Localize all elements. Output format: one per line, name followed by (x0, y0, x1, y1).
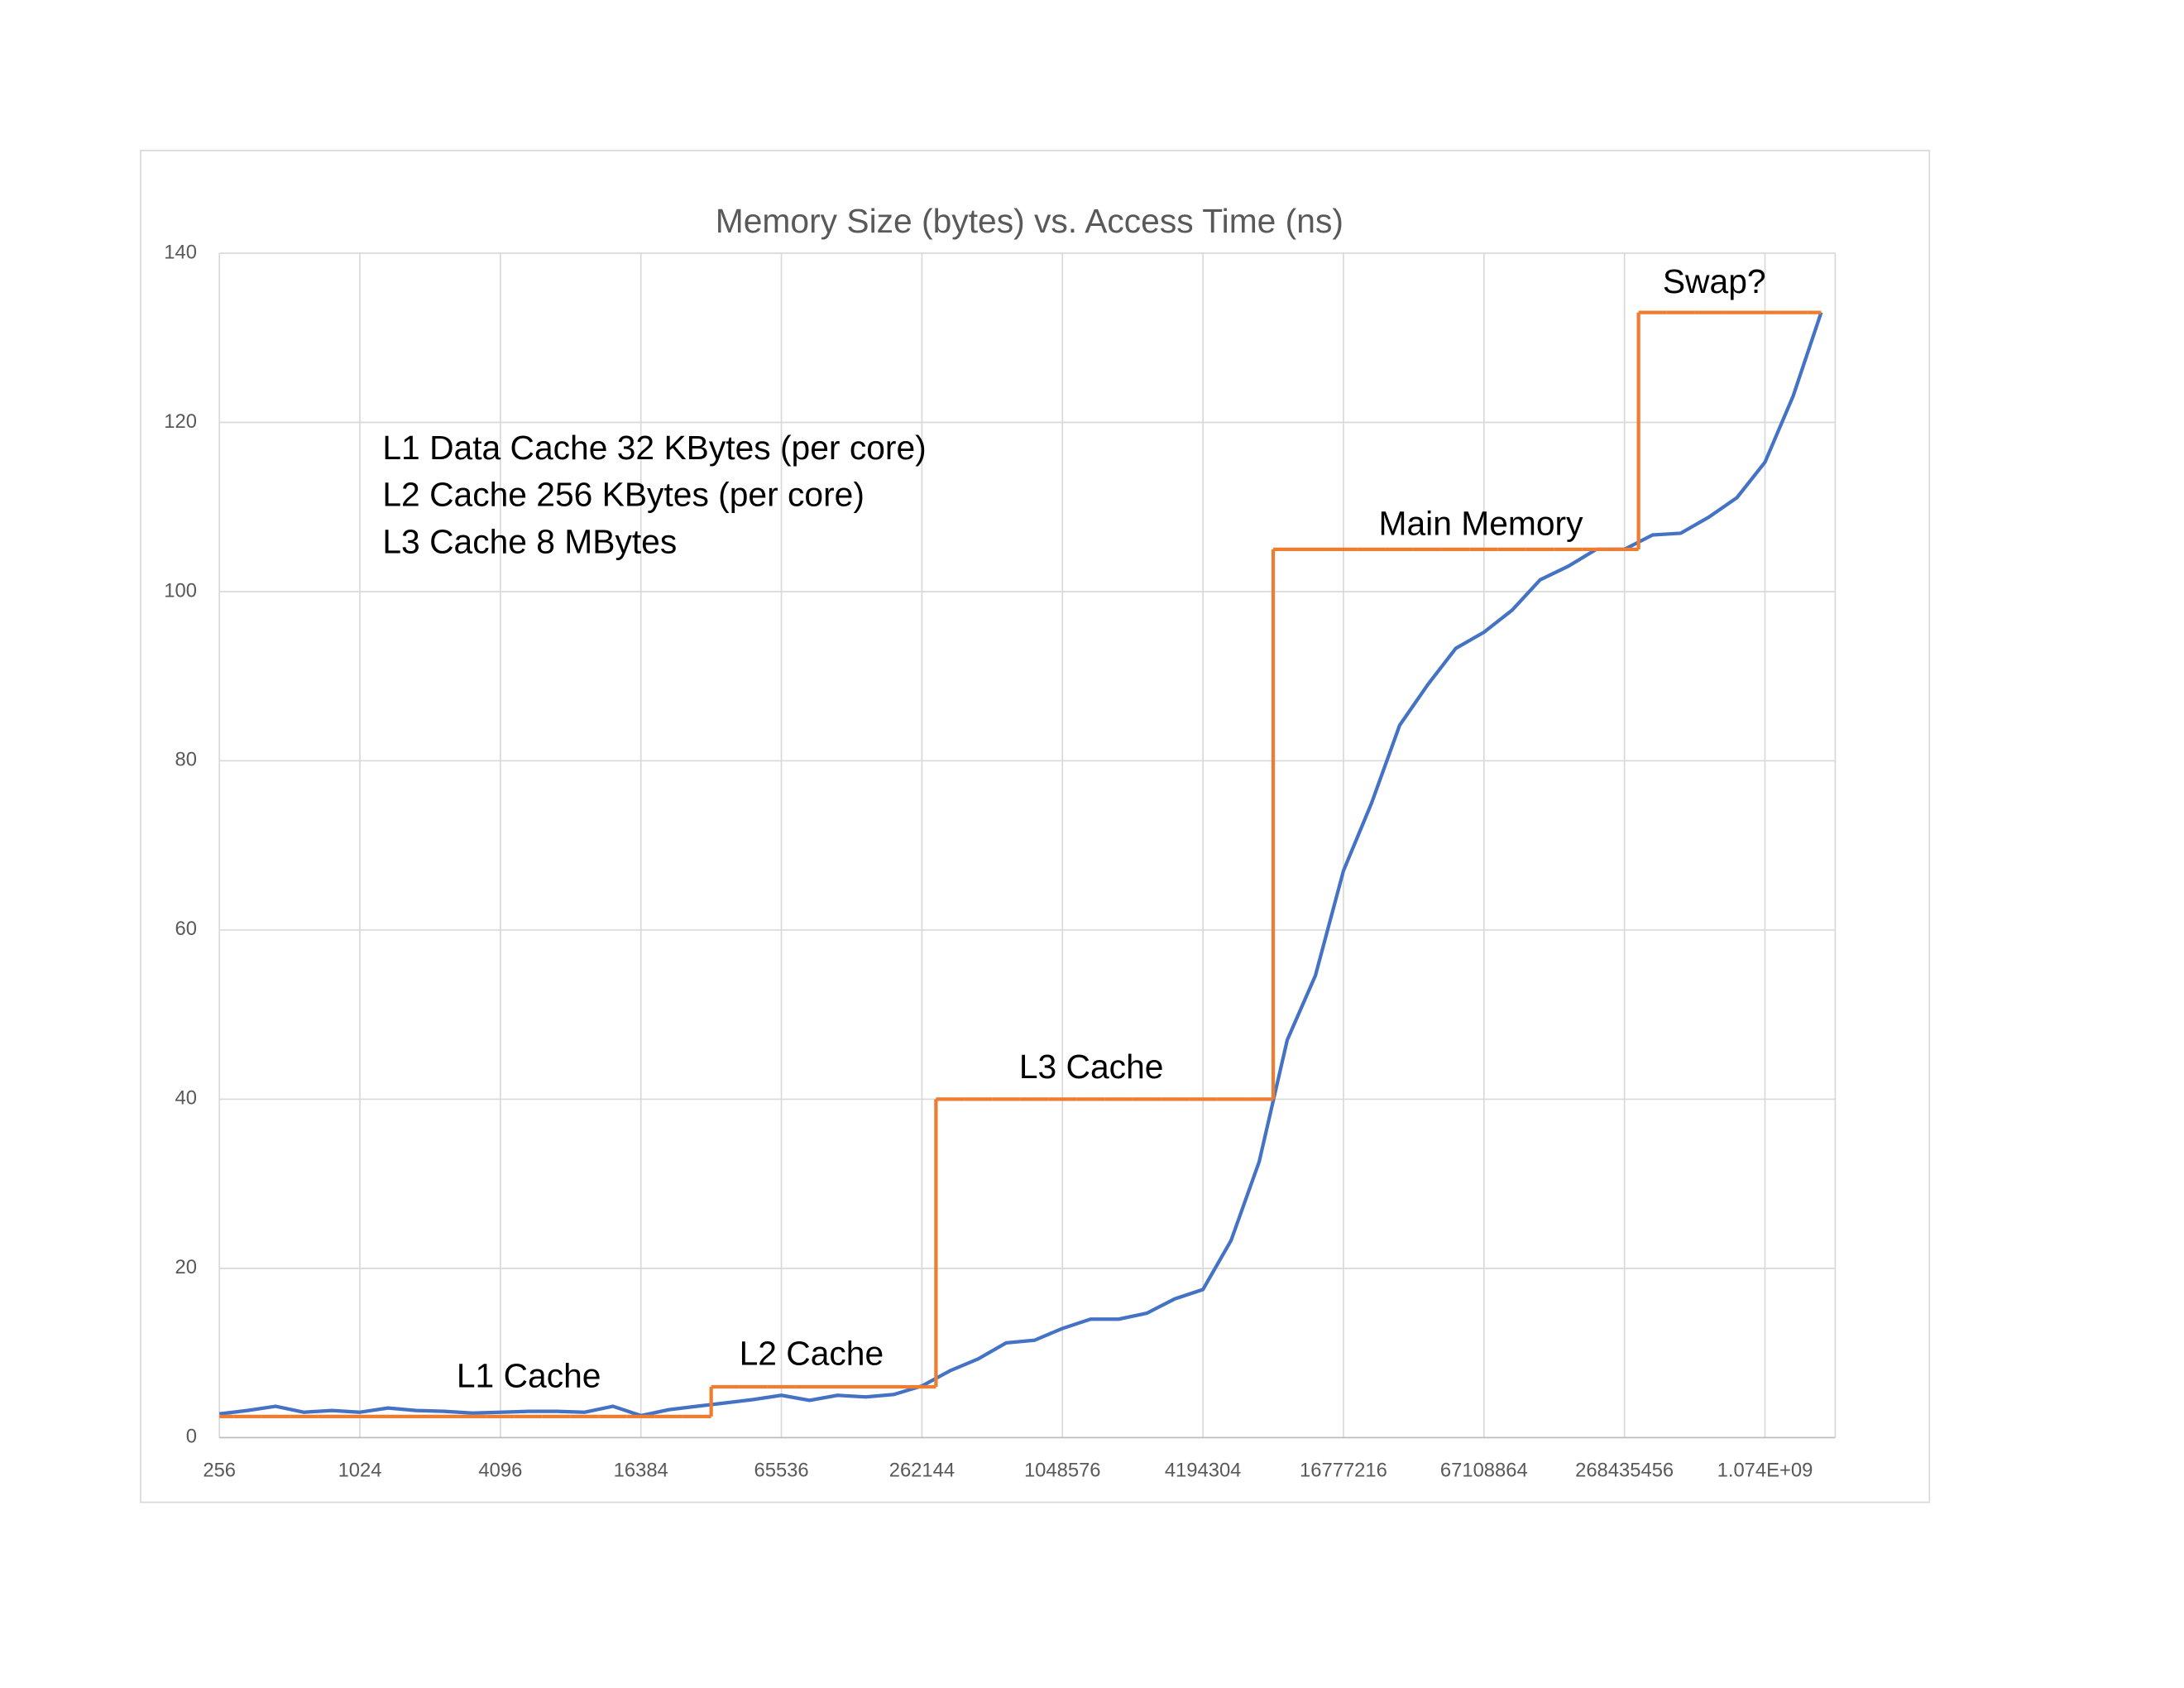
x-tick-label: 65536 (754, 1459, 809, 1481)
chart-title: Memory Size (bytes) vs. Access Time (ns) (716, 202, 1343, 240)
y-tick-label: 120 (164, 410, 197, 433)
x-tick-label: 268435456 (1575, 1459, 1674, 1481)
annotation: Swap? (1663, 262, 1766, 300)
annotation: L2 Cache (740, 1335, 884, 1373)
y-tick-label: 0 (186, 1426, 197, 1448)
annotation: L1 Cache (457, 1357, 601, 1395)
x-tick-label: 67108864 (1440, 1459, 1528, 1481)
note: L2 Cache 256 KBytes (per core) (382, 476, 864, 514)
x-tick-label: 256 (203, 1459, 236, 1481)
annotation: L3 Cache (1019, 1048, 1164, 1086)
x-tick-label: 16777216 (1300, 1459, 1387, 1481)
y-tick-label: 80 (175, 749, 197, 771)
note: L1 Data Cache 32 KBytes (per core) (382, 429, 926, 467)
y-tick-label: 60 (175, 918, 197, 940)
x-tick-label: 1048576 (1024, 1459, 1101, 1481)
x-tick-label: 1.074E+09 (1717, 1459, 1813, 1481)
note: L3 Cache 8 MBytes (382, 523, 677, 561)
annotation: Main Memory (1379, 505, 1584, 543)
x-tick-label: 1024 (338, 1459, 382, 1481)
chart-frame (140, 150, 1931, 1503)
x-tick-label: 4096 (478, 1459, 522, 1481)
data-line (218, 311, 1823, 1417)
y-tick-label: 40 (175, 1087, 197, 1110)
y-tick-label: 20 (175, 1256, 197, 1278)
x-tick-label: 4194304 (1165, 1459, 1242, 1481)
y-tick-label: 140 (164, 241, 197, 263)
x-tick-label: 16384 (614, 1459, 668, 1481)
y-tick-label: 100 (164, 579, 197, 602)
x-tick-label: 262144 (889, 1459, 955, 1481)
